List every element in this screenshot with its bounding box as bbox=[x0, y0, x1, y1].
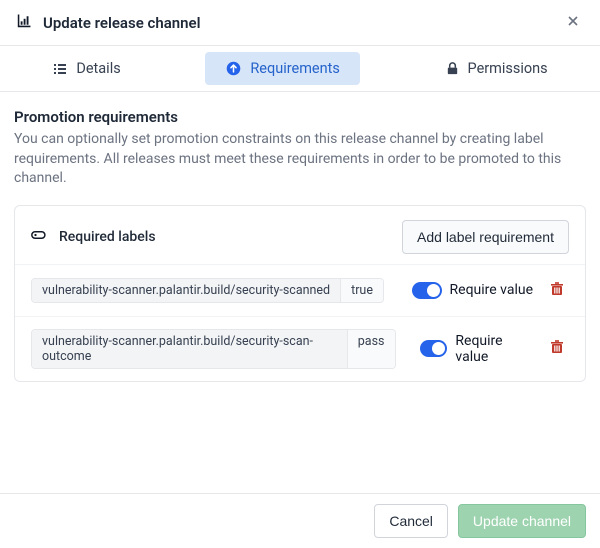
dialog-header: Update release channel bbox=[0, 0, 600, 46]
label-key: vulnerability-scanner.palantir.build/sec… bbox=[32, 279, 341, 302]
card-header-left: Required labels bbox=[31, 228, 156, 246]
require-value-toggle[interactable] bbox=[420, 340, 448, 357]
card-header-label: Required labels bbox=[59, 229, 156, 245]
label-requirement-row: vulnerability-scanner.palantir.build/sec… bbox=[15, 264, 585, 316]
card-header: Required labels Add label requirement bbox=[15, 206, 585, 264]
label-pill: vulnerability-scanner.palantir.build/sec… bbox=[31, 329, 396, 369]
content-area: Promotion requirements You can optionall… bbox=[0, 92, 600, 493]
tab-details-label: Details bbox=[76, 60, 120, 77]
tag-icon bbox=[31, 228, 49, 246]
add-label-requirement-button[interactable]: Add label requirement bbox=[402, 220, 569, 254]
delete-requirement-button[interactable] bbox=[545, 335, 569, 362]
details-list-icon bbox=[52, 61, 68, 77]
tab-requirements-label: Requirements bbox=[250, 60, 340, 77]
trash-icon bbox=[549, 343, 565, 358]
required-labels-card: Required labels Add label requirement vu… bbox=[14, 205, 586, 382]
section-description: You can optionally set promotion constra… bbox=[14, 130, 586, 189]
section-title: Promotion requirements bbox=[14, 108, 586, 126]
chart-icon bbox=[16, 12, 33, 33]
tab-permissions[interactable]: Permissions bbox=[425, 52, 568, 85]
label-key: vulnerability-scanner.palantir.build/sec… bbox=[32, 330, 348, 368]
dialog-title: Update release channel bbox=[43, 14, 200, 32]
lock-icon bbox=[445, 61, 460, 76]
cancel-button[interactable]: Cancel bbox=[374, 504, 448, 538]
tab-bar: Details Requirements Permissions bbox=[0, 46, 600, 92]
delete-requirement-button[interactable] bbox=[545, 277, 569, 304]
trash-icon bbox=[549, 285, 565, 300]
require-value-toggle[interactable] bbox=[412, 282, 442, 299]
update-channel-button[interactable]: Update channel bbox=[458, 504, 586, 538]
tab-requirements[interactable]: Requirements bbox=[205, 52, 360, 85]
tab-details[interactable]: Details bbox=[32, 52, 140, 85]
close-icon bbox=[566, 12, 580, 32]
require-value-label: Require value bbox=[450, 282, 533, 298]
upload-circle-icon bbox=[225, 60, 242, 77]
dialog-footer: Cancel Update channel bbox=[0, 493, 600, 548]
header-left: Update release channel bbox=[16, 12, 200, 33]
label-value: true bbox=[341, 279, 383, 302]
label-value: pass bbox=[348, 330, 395, 368]
require-value-label: Require value bbox=[455, 333, 533, 365]
label-pill: vulnerability-scanner.palantir.build/sec… bbox=[31, 278, 384, 303]
close-button[interactable] bbox=[562, 10, 584, 35]
tab-permissions-label: Permissions bbox=[468, 60, 548, 77]
require-value-control: Require value bbox=[420, 333, 533, 365]
require-value-control: Require value bbox=[412, 282, 533, 299]
label-requirement-row: vulnerability-scanner.palantir.build/sec… bbox=[15, 316, 585, 381]
